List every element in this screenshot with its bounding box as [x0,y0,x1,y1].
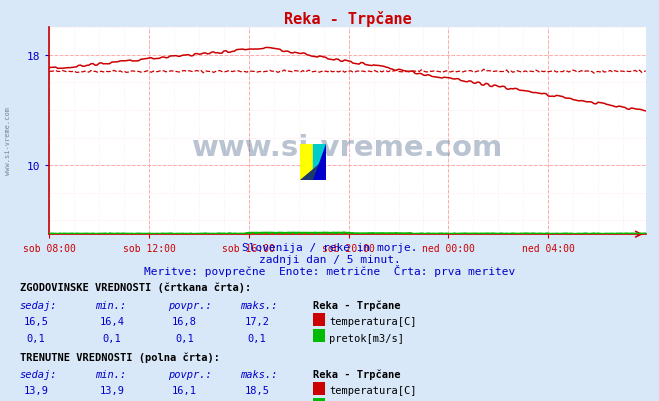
Text: 16,8: 16,8 [172,316,197,326]
Text: 13,9: 13,9 [100,385,125,395]
Text: pretok[m3/s]: pretok[m3/s] [330,333,405,343]
Text: 18,5: 18,5 [244,385,270,395]
Text: Meritve: povprečne  Enote: metrične  Črta: prva meritev: Meritve: povprečne Enote: metrične Črta:… [144,265,515,277]
Text: 13,9: 13,9 [24,385,49,395]
Bar [300,144,313,180]
Text: zadnji dan / 5 minut.: zadnji dan / 5 minut. [258,255,401,265]
Text: www.si-vreme.com: www.si-vreme.com [5,106,11,174]
Text: povpr.:: povpr.: [168,300,212,310]
Title: Reka - Trpčane: Reka - Trpčane [284,11,411,27]
Text: sedaj:: sedaj: [20,369,57,379]
Bar [313,144,326,180]
Text: 17,2: 17,2 [244,316,270,326]
Text: 0,1: 0,1 [27,333,45,343]
Text: min.:: min.: [96,369,127,379]
Text: temperatura[C]: temperatura[C] [330,385,417,395]
Text: www.si-vreme.com: www.si-vreme.com [192,134,503,162]
Text: temperatura[C]: temperatura[C] [330,316,417,326]
Polygon shape [300,159,326,180]
Polygon shape [313,144,326,180]
Text: Reka - Trpčane: Reka - Trpčane [313,368,401,379]
Text: min.:: min.: [96,300,127,310]
Text: 0,1: 0,1 [248,333,266,343]
Text: Slovenija / reke in morje.: Slovenija / reke in morje. [242,243,417,253]
Text: TRENUTNE VREDNOSTI (polna črta):: TRENUTNE VREDNOSTI (polna črta): [20,352,219,362]
Text: sedaj:: sedaj: [20,300,57,310]
Text: ZGODOVINSKE VREDNOSTI (črtkana črta):: ZGODOVINSKE VREDNOSTI (črtkana črta): [20,282,251,293]
Text: 0,1: 0,1 [175,333,194,343]
Text: povpr.:: povpr.: [168,369,212,379]
Text: 16,4: 16,4 [100,316,125,326]
Text: maks.:: maks.: [241,300,278,310]
Text: Reka - Trpčane: Reka - Trpčane [313,300,401,310]
Text: maks.:: maks.: [241,369,278,379]
Text: 0,1: 0,1 [103,333,121,343]
Text: 16,1: 16,1 [172,385,197,395]
Text: 16,5: 16,5 [24,316,49,326]
